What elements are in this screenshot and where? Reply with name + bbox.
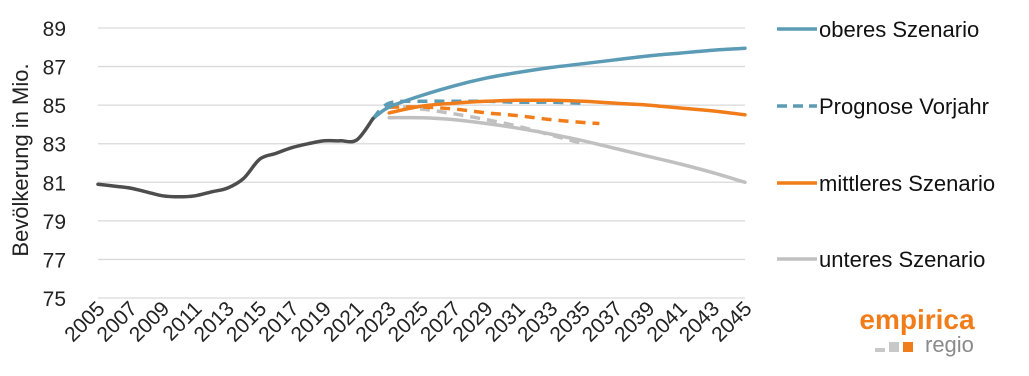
- grid-lines: [98, 27, 745, 299]
- series-lines: [96, 46, 747, 199]
- logo-subtitle: regio: [925, 332, 974, 357]
- unteres-szenario-line: [387, 115, 747, 185]
- y-tick-label: 75: [43, 288, 66, 311]
- logo-square-small: [875, 348, 885, 352]
- y-tick-label: 87: [43, 57, 66, 80]
- logo-square-gray: [889, 342, 899, 352]
- legend-label: Prognose Vorjahr: [819, 94, 989, 119]
- y-tick-label: 89: [43, 18, 66, 41]
- legend: oberes Szenario Prognose Vorjahr mittleres…: [777, 17, 995, 272]
- empirica-regio-logo: empirica regio: [859, 304, 975, 357]
- legend-label: mittleres Szenario: [819, 171, 995, 196]
- y-tick-label: 77: [43, 249, 66, 272]
- oberes-szenario-line: [371, 46, 747, 121]
- history-line: [96, 116, 375, 199]
- legend-label: oberes Szenario: [819, 17, 979, 42]
- y-axis-tick-labels: 75 77 79 81 83 85 87 89: [43, 18, 66, 311]
- x-axis-tick-labels: 2005200720092011201320152017201920212023…: [60, 297, 756, 346]
- legend-label: unteres Szenario: [819, 247, 985, 272]
- logo-wordmark: empirica: [859, 304, 975, 335]
- y-tick-label: 85: [43, 95, 66, 118]
- y-tick-label: 81: [43, 172, 66, 195]
- y-tick-label: 79: [43, 211, 66, 234]
- mittleres-szenario-line: [387, 98, 747, 117]
- y-tick-label: 83: [43, 134, 66, 157]
- y-axis-label: Bevölkerung in Mio.: [8, 63, 33, 256]
- logo-square-orange: [903, 342, 913, 352]
